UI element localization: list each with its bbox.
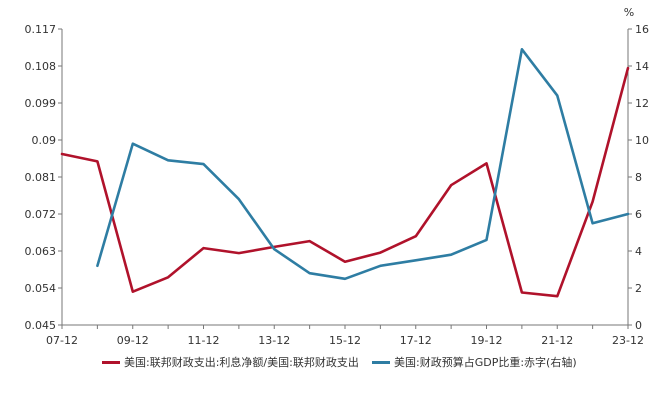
x-tick-label: 17-12 xyxy=(400,334,432,347)
legend-item-series-2: 美国:财政预算占GDP比重:赤字(右轴) xyxy=(372,354,577,370)
right-tick-label: 0 xyxy=(635,319,642,332)
right-tick-label: 16 xyxy=(635,23,649,36)
axes xyxy=(61,29,629,329)
right-tick-label: 12 xyxy=(635,97,649,110)
legend-swatch-series-2 xyxy=(372,360,390,364)
left-tick-label: 0.063 xyxy=(25,245,57,258)
right-tick-label: 10 xyxy=(635,134,649,147)
left-tick-label: 0.081 xyxy=(25,171,57,184)
left-tick-label: 0.099 xyxy=(25,97,57,110)
right-axis-ticks: 0 2 4 6 8 10 12 14 16 xyxy=(628,23,649,332)
x-tick-label: 19-12 xyxy=(471,334,503,347)
legend-item-series-1: 美国:联邦财政支出:利息净额/美国:联邦财政支出 xyxy=(102,354,359,370)
right-axis-unit: % xyxy=(624,6,634,19)
legend-label-series-1: 美国:联邦财政支出:利息净额/美国:联邦财政支出 xyxy=(124,356,359,369)
left-tick-label: 0.045 xyxy=(25,319,57,332)
left-tick-label: 0.117 xyxy=(25,23,57,36)
x-tick-label: 07-12 xyxy=(46,334,78,347)
left-tick-label: 0.072 xyxy=(25,208,57,221)
x-tick-label: 21-12 xyxy=(541,334,573,347)
legend: 美国:联邦财政支出:利息净额/美国:联邦财政支出 美国:财政预算占GDP比重:赤… xyxy=(0,350,661,374)
series-line-1 xyxy=(60,66,630,298)
right-tick-label: 8 xyxy=(635,171,642,184)
series-line-2 xyxy=(96,47,630,281)
right-tick-label: 14 xyxy=(635,60,649,73)
x-axis-ticks: 07-12 09-12 11-12 13-12 15-12 17-12 19-12 21-12… xyxy=(46,334,644,347)
x-tick-label: 09-12 xyxy=(117,334,149,347)
left-tick-label: 0.054 xyxy=(25,282,57,295)
left-tick-label: 0.108 xyxy=(25,60,57,73)
left-axis-ticks: 0.045 0.054 0.063 0.072 0.081 0.09 0.099 0.108 0… xyxy=(25,23,62,332)
x-tick-label: 11-12 xyxy=(188,334,220,347)
legend-label-series-2: 美国:财政预算占GDP比重:赤字(右轴) xyxy=(394,356,577,369)
x-tick-label: 13-12 xyxy=(258,334,290,347)
x-tick-label: 23-12 xyxy=(612,334,644,347)
x-tick-label: 15-12 xyxy=(329,334,361,347)
right-tick-label: 4 xyxy=(635,245,642,258)
series-lines xyxy=(60,47,630,298)
right-tick-label: 6 xyxy=(635,208,642,221)
left-tick-label: 0.09 xyxy=(32,134,57,147)
right-tick-label: 2 xyxy=(635,282,642,295)
legend-swatch-series-1 xyxy=(102,360,120,364)
